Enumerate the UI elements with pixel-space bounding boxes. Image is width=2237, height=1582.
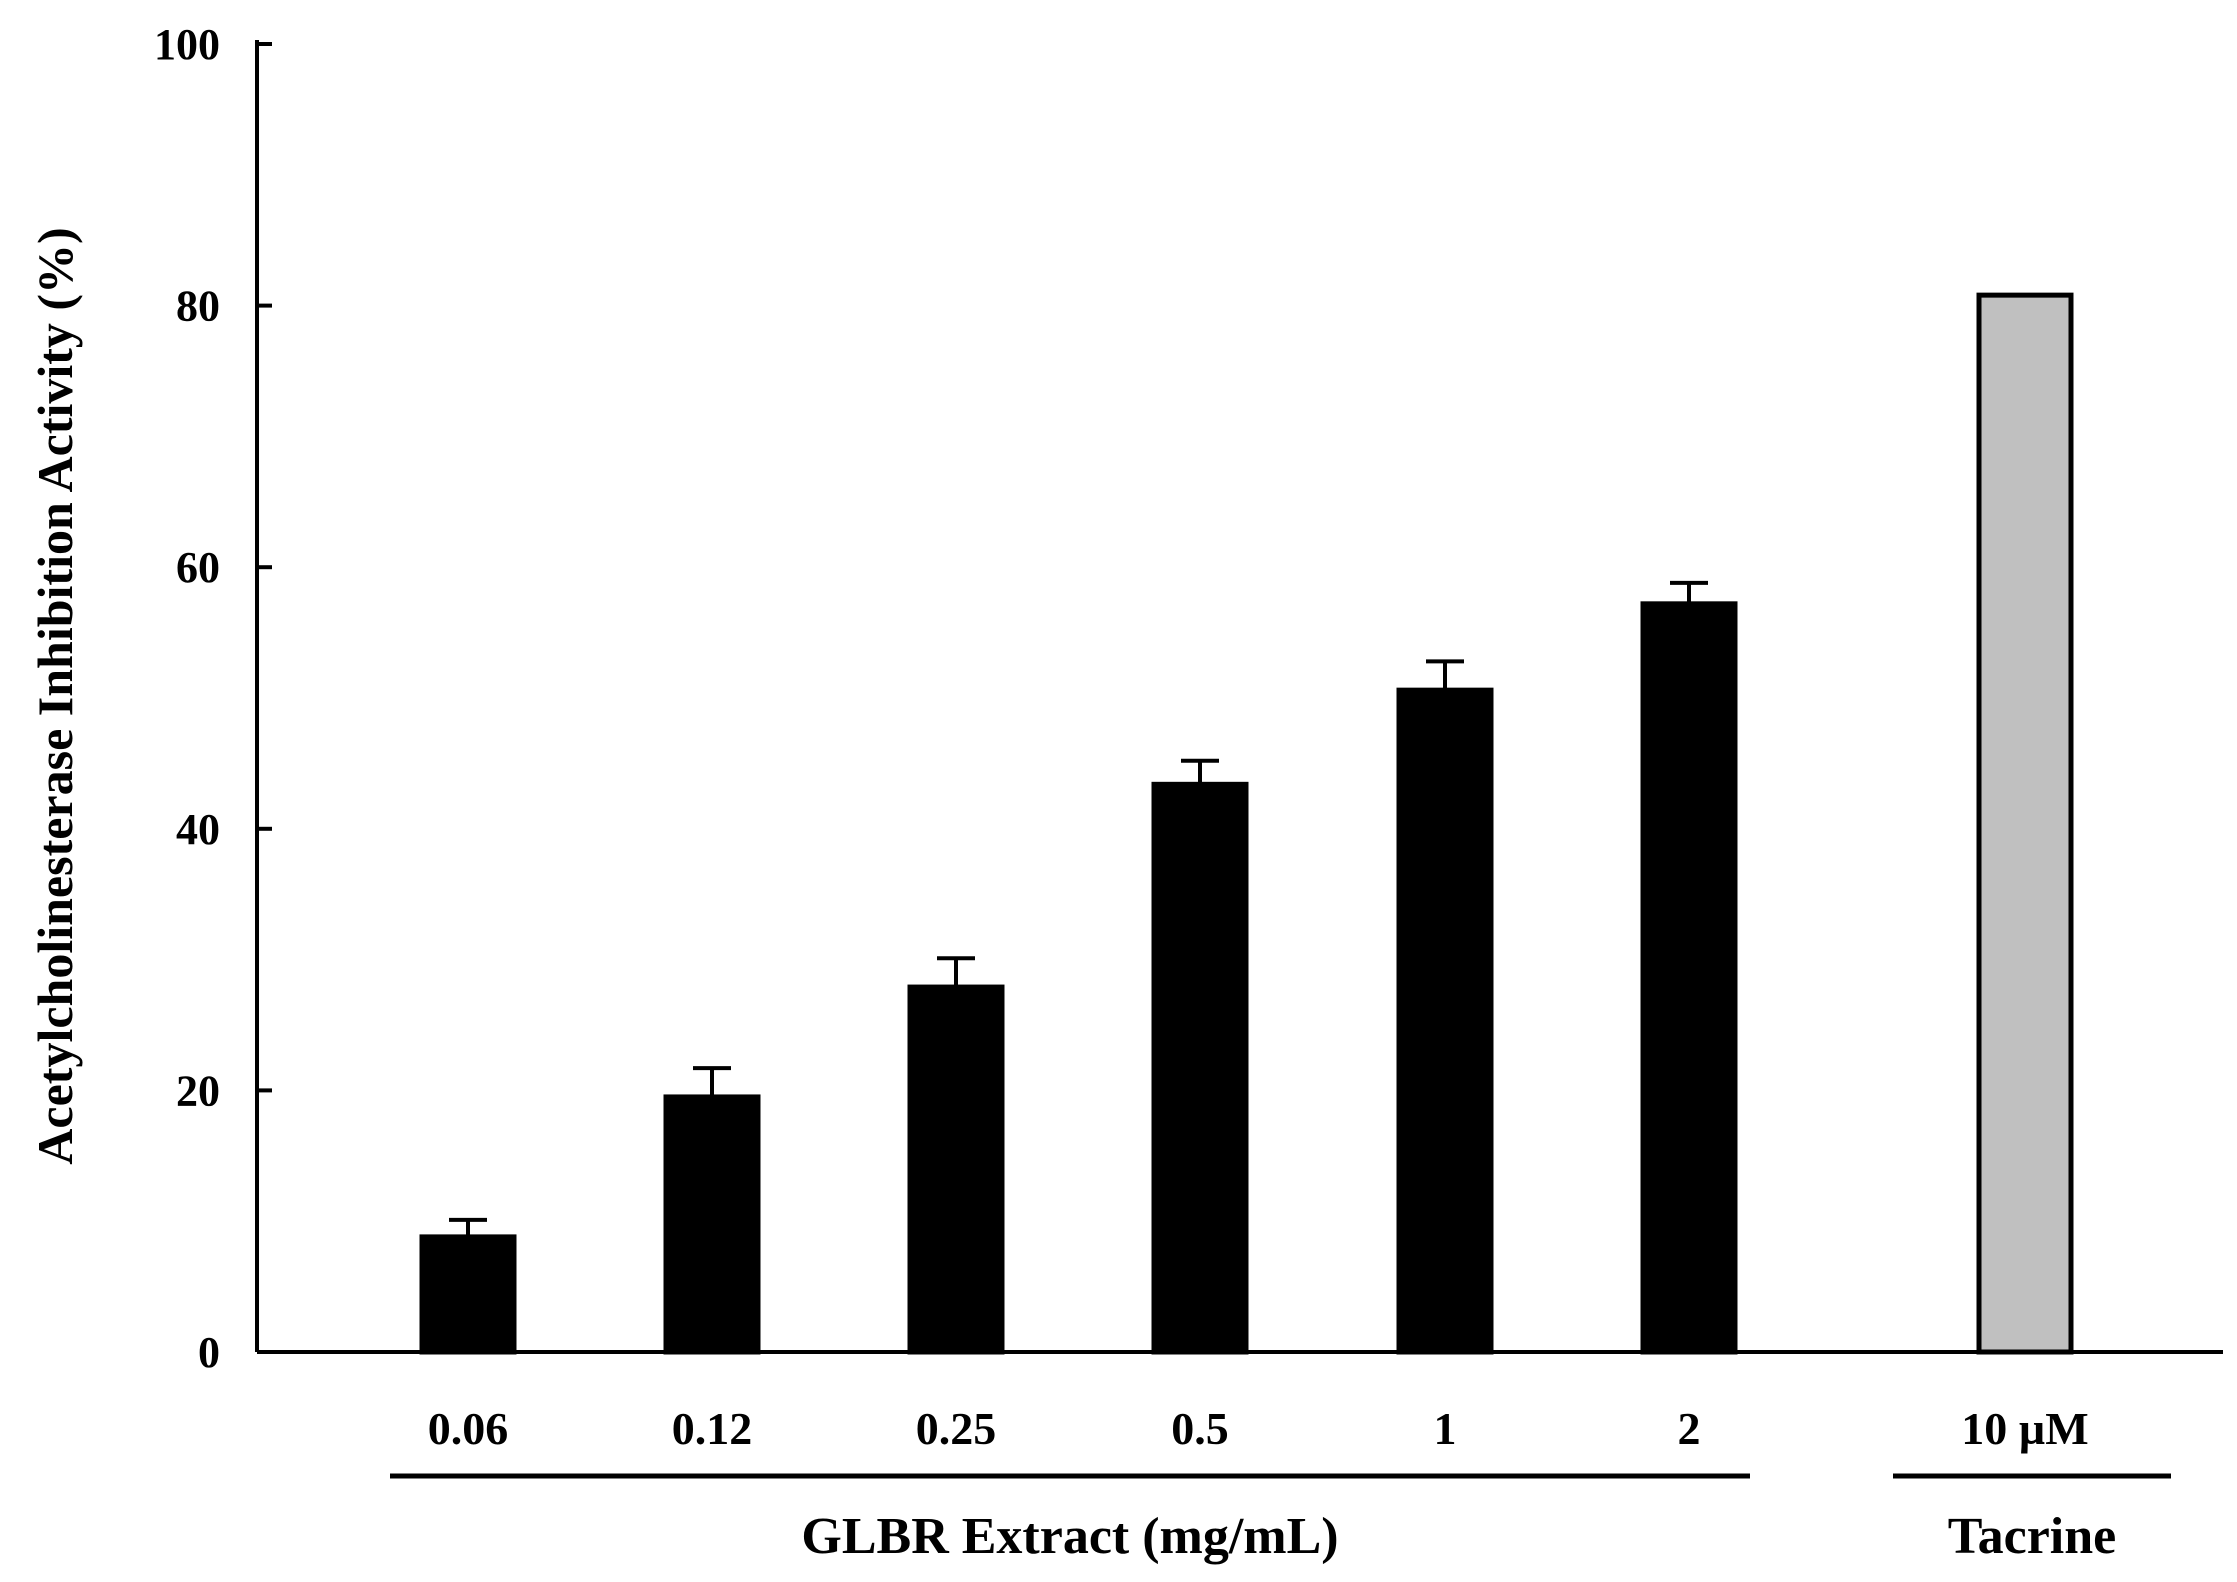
y-tick-label: 40: [176, 805, 220, 854]
category-labels: 0.06 0.12 0.25 0.5 1 2 10 µM: [428, 1403, 2089, 1454]
y-ticks: 0 20 40 60 80 100: [154, 20, 272, 1377]
category-label: 2: [1678, 1403, 1701, 1454]
bars: [419, 292, 2074, 1355]
bar: [1151, 781, 1249, 1355]
category-label: 0.5: [1171, 1403, 1229, 1454]
bar: [1640, 601, 1738, 1355]
bar: [419, 1234, 517, 1355]
group-label: GLBR Extract (mg/mL): [801, 1508, 1338, 1565]
y-tick-label: 80: [176, 282, 220, 331]
category-label: 0.12: [672, 1403, 753, 1454]
y-axis-title: Acetylcholinesterase Inhibition Activity…: [27, 227, 83, 1164]
y-tick-label: 20: [176, 1066, 220, 1115]
group-label: Tacrine: [1948, 1508, 2117, 1565]
category-label: 0.25: [916, 1403, 997, 1454]
category-label: 0.06: [428, 1403, 509, 1454]
group-labels: GLBR Extract (mg/mL) Tacrine: [390, 1473, 2171, 1565]
bar: [1976, 292, 2074, 1355]
bar: [663, 1094, 761, 1355]
y-tick-label: 60: [176, 543, 220, 592]
category-label: 10 µM: [1961, 1403, 2088, 1454]
y-tick-label: 0: [198, 1328, 220, 1377]
category-label: 1: [1434, 1403, 1457, 1454]
bar: [1396, 687, 1494, 1355]
bar: [907, 984, 1005, 1355]
y-tick-label: 100: [154, 20, 220, 69]
error-bars: [449, 580, 1708, 1237]
